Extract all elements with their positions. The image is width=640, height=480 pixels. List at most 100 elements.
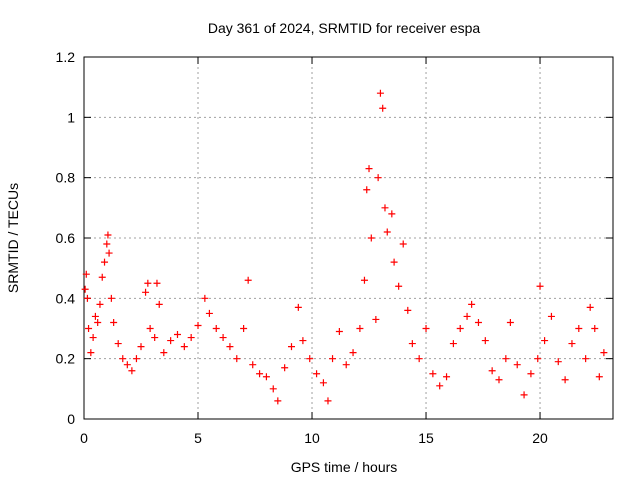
- x-tick-label: 20: [532, 430, 548, 446]
- data-point: [83, 294, 91, 302]
- data-point: [415, 355, 423, 363]
- data-point: [226, 343, 234, 351]
- data-point: [388, 210, 396, 218]
- data-point: [422, 325, 430, 332]
- data-point: [142, 288, 150, 296]
- data-point: [449, 340, 457, 348]
- data-point: [381, 204, 389, 212]
- data-point: [233, 355, 241, 363]
- data-point: [96, 300, 104, 308]
- data-point: [408, 340, 416, 348]
- data-point: [365, 165, 373, 173]
- data-point: [155, 300, 163, 308]
- data-point: [244, 276, 252, 284]
- data-point: [87, 349, 95, 357]
- x-axis-label: GPS time / hours: [291, 459, 398, 475]
- data-point: [160, 349, 168, 357]
- data-point: [360, 276, 368, 284]
- data-point: [281, 364, 289, 372]
- data-point: [600, 349, 608, 357]
- data-point: [262, 373, 270, 381]
- data-point: [591, 325, 599, 332]
- y-tick-label: 0.2: [56, 351, 76, 367]
- y-tick-label: 0.6: [56, 230, 76, 246]
- data-point: [502, 355, 510, 363]
- data-point: [495, 376, 503, 384]
- data-point: [104, 231, 112, 239]
- data-point: [101, 258, 109, 266]
- data-point: [132, 355, 140, 363]
- data-point: [110, 318, 118, 326]
- data-point: [85, 325, 93, 332]
- data-point: [187, 334, 195, 342]
- data-point: [582, 355, 590, 363]
- x-tick-label: 0: [80, 430, 88, 446]
- data-point: [561, 376, 569, 384]
- data-point: [586, 303, 594, 311]
- data-point: [105, 249, 113, 257]
- data-point: [256, 370, 264, 378]
- data-point: [205, 309, 213, 317]
- data-point: [534, 355, 542, 363]
- data-point: [82, 270, 90, 278]
- data-point: [324, 397, 332, 405]
- data-point: [404, 306, 412, 314]
- data-point: [294, 303, 302, 311]
- data-point: [468, 300, 476, 308]
- data-point: [219, 334, 227, 342]
- data-point: [319, 379, 327, 387]
- data-point: [356, 325, 364, 332]
- data-point: [329, 355, 337, 363]
- data-point: [506, 318, 514, 326]
- data-point: [481, 337, 489, 345]
- data-point: [119, 355, 127, 363]
- data-point: [372, 315, 380, 323]
- data-point: [363, 186, 371, 194]
- data-point: [194, 321, 202, 329]
- data-point: [541, 337, 549, 345]
- data-point: [201, 294, 209, 302]
- data-point: [463, 312, 471, 320]
- x-tick-label: 15: [418, 430, 434, 446]
- data-point: [212, 325, 220, 332]
- y-tick-label: 0.8: [56, 170, 76, 186]
- y-tick-label: 0.4: [56, 290, 76, 306]
- data-point: [399, 240, 407, 248]
- y-tick-label: 0: [67, 411, 75, 427]
- data-point: [144, 279, 152, 287]
- data-point: [390, 258, 398, 266]
- data-point: [107, 294, 115, 302]
- data-point: [374, 174, 382, 182]
- data-point: [114, 340, 122, 348]
- data-point: [123, 361, 131, 369]
- data-point: [89, 334, 97, 342]
- data-point: [94, 318, 102, 326]
- data-point: [299, 337, 307, 345]
- data-point: [342, 361, 350, 369]
- data-points: [81, 89, 608, 405]
- data-point: [536, 282, 544, 290]
- data-point: [335, 328, 343, 336]
- data-point: [367, 234, 375, 242]
- data-point: [575, 325, 583, 332]
- data-point: [443, 373, 451, 381]
- data-point: [520, 391, 528, 399]
- data-point: [395, 282, 403, 290]
- data-point: [379, 104, 387, 112]
- data-point: [151, 334, 159, 342]
- data-point: [474, 318, 482, 326]
- data-point: [376, 89, 384, 97]
- data-point: [98, 273, 106, 281]
- data-point: [547, 312, 555, 320]
- data-point: [167, 337, 175, 345]
- data-point: [306, 355, 314, 363]
- data-point: [146, 325, 154, 332]
- data-point: [595, 373, 603, 381]
- chart-title: Day 361 of 2024, SRMTID for receiver esp…: [208, 20, 481, 36]
- data-point: [128, 367, 136, 375]
- data-point: [488, 367, 496, 375]
- data-point: [554, 358, 562, 366]
- x-tick-label: 5: [194, 430, 202, 446]
- data-point: [81, 285, 89, 293]
